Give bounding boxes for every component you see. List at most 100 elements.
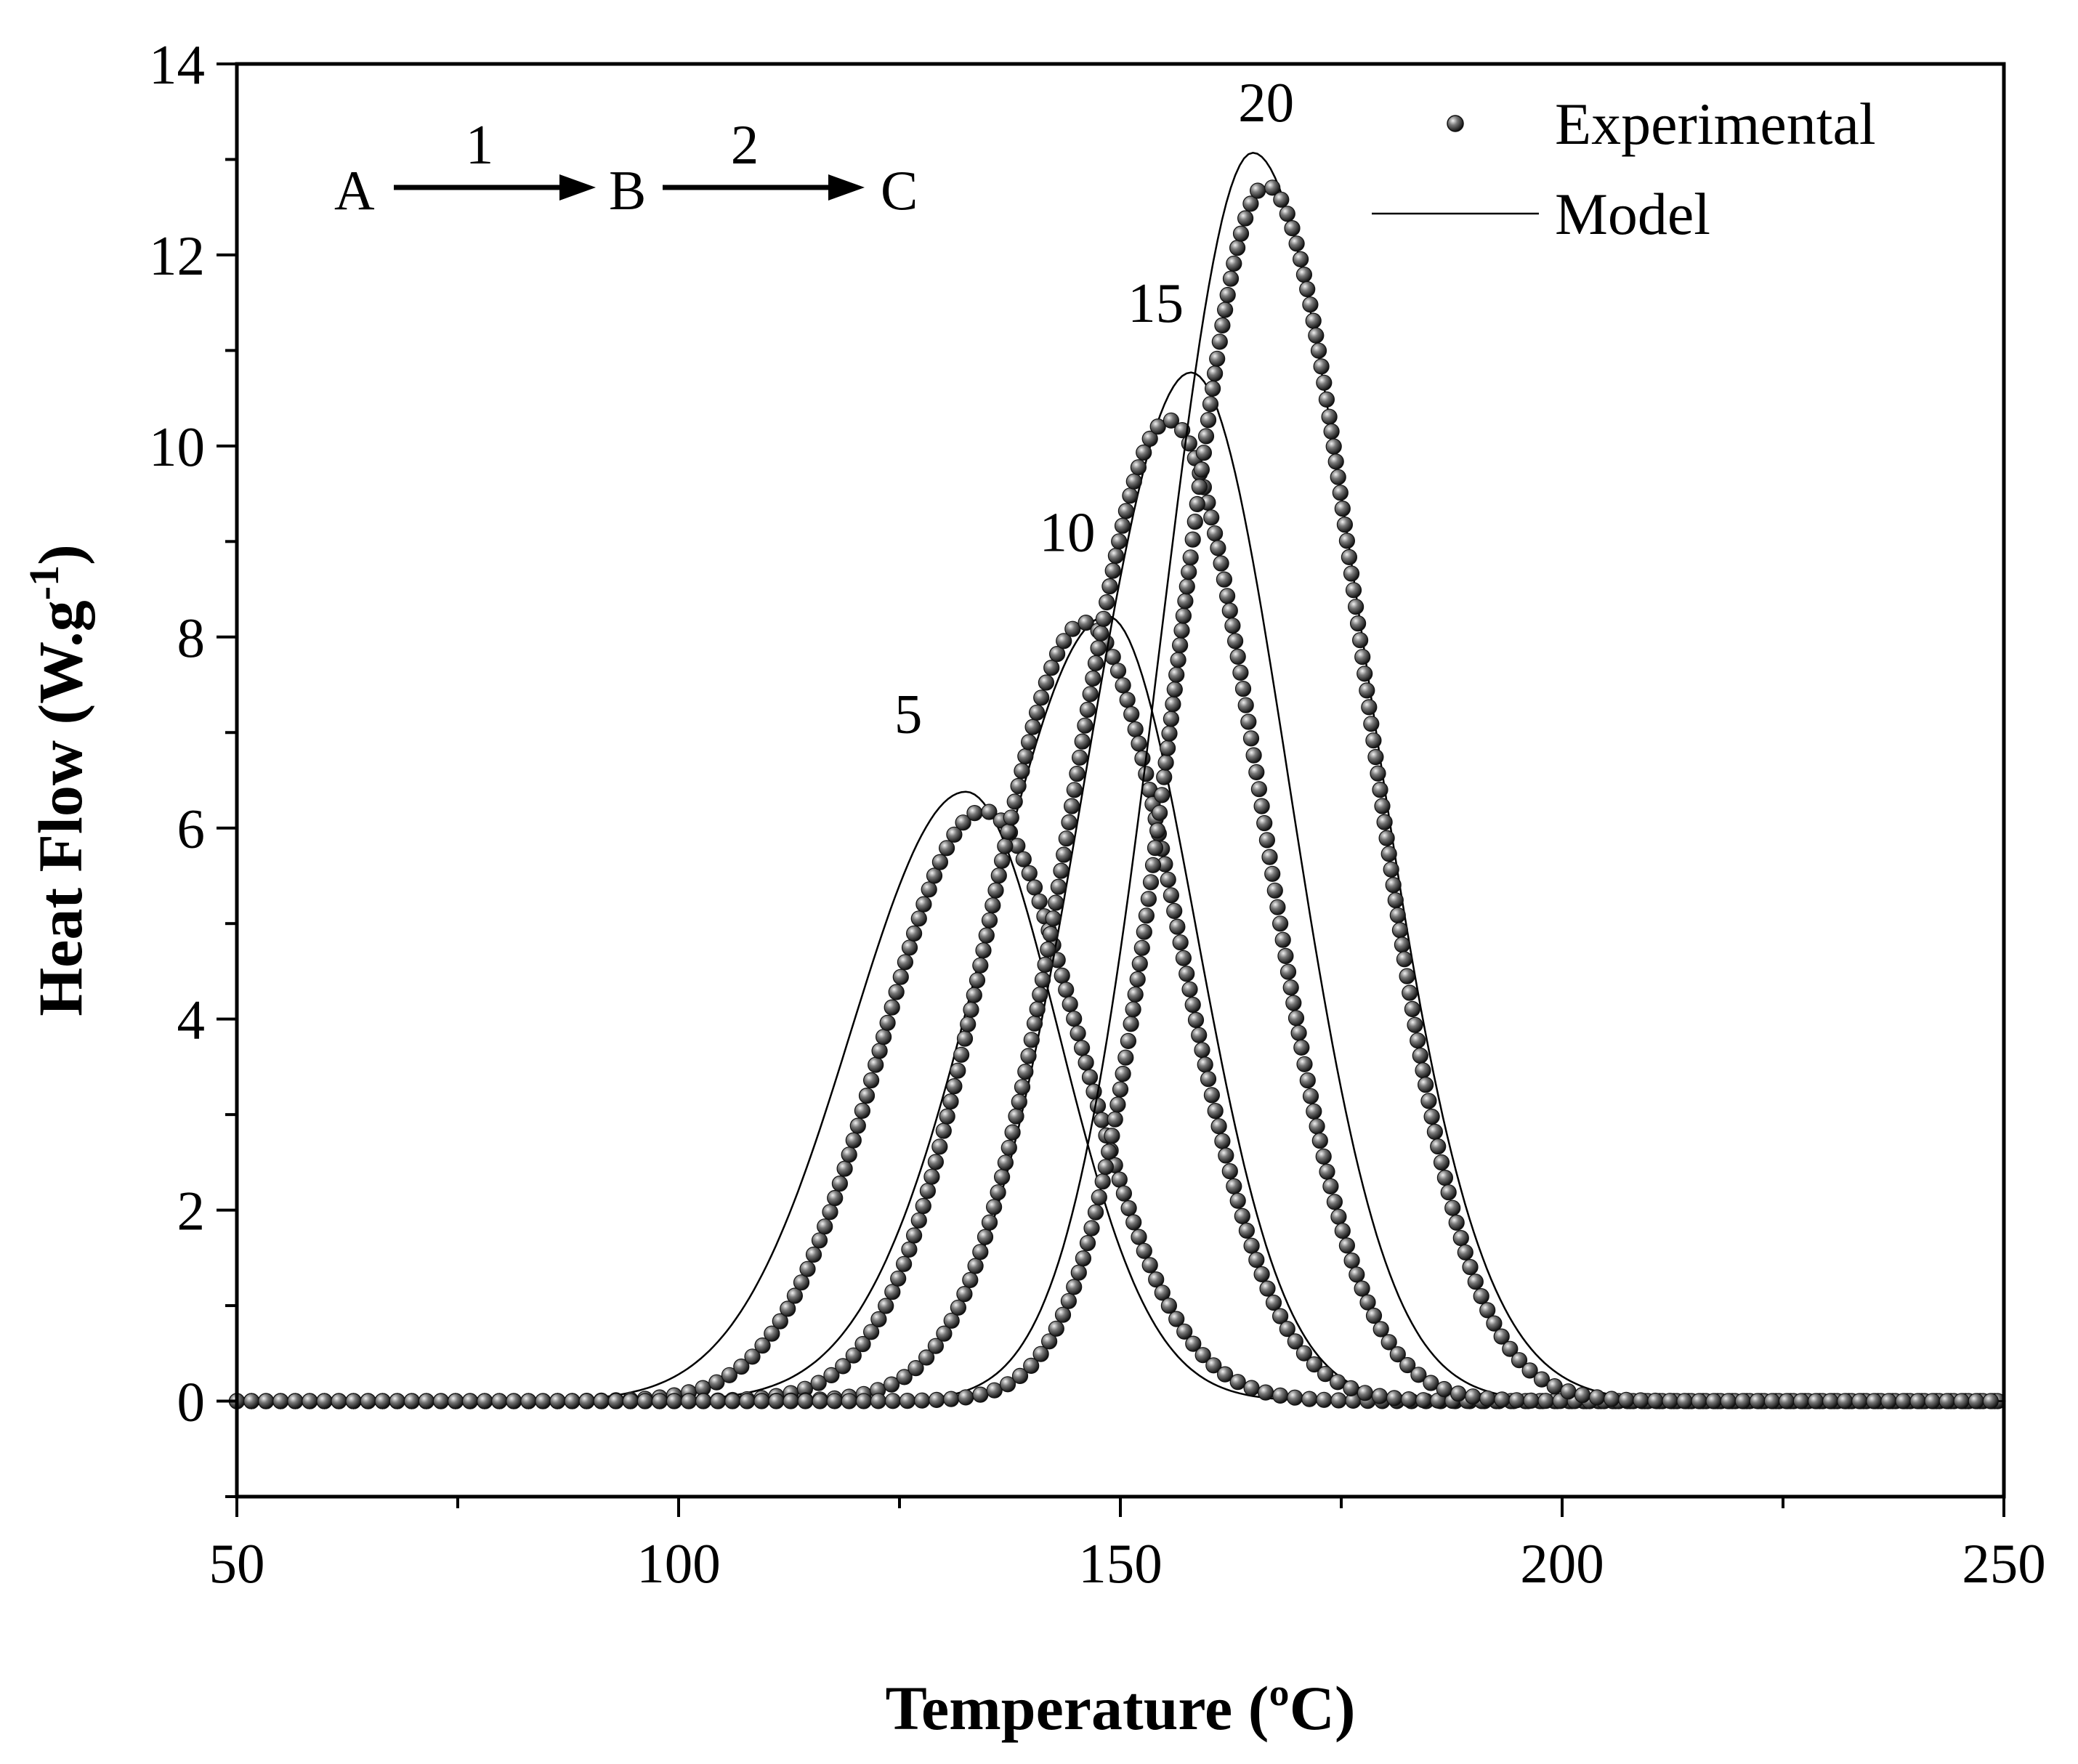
experimental-point <box>1221 1162 1238 1180</box>
experimental-point <box>1063 798 1080 814</box>
experimental-point <box>1473 1287 1489 1305</box>
experimental-point <box>1357 665 1373 682</box>
experimental-point <box>1389 907 1406 923</box>
y-axis-title: Heat Flow (W.g-1) <box>20 544 95 1016</box>
experimental-point <box>768 1393 785 1409</box>
experimental-point <box>1467 1274 1484 1290</box>
experimental-point <box>1372 1321 1389 1338</box>
experimental-point <box>1245 747 1262 764</box>
experimental-point <box>1070 1025 1086 1042</box>
y-tick-label-14: 14 <box>149 33 205 96</box>
experimental-point <box>651 1393 668 1409</box>
experimental-point <box>1444 1199 1461 1216</box>
experimental-point <box>827 1189 844 1207</box>
experimental-point <box>1279 206 1295 222</box>
experimental-point <box>1250 781 1268 798</box>
experimental-point <box>1232 664 1249 681</box>
experimental-point <box>1292 251 1309 267</box>
experimental-point <box>1588 1389 1606 1406</box>
rate-label-5: 5 <box>894 682 923 745</box>
experimental-point <box>1380 846 1397 862</box>
experimental-point <box>1423 1108 1440 1125</box>
experimental-point <box>1037 956 1054 974</box>
experimental-point <box>1537 1393 1554 1409</box>
experimental-point <box>1163 711 1180 727</box>
experimental-point <box>793 1274 810 1291</box>
experimental-point <box>680 1393 698 1409</box>
experimental-point <box>875 1029 892 1045</box>
experimental-point <box>1058 830 1075 847</box>
experimental-point <box>845 1132 862 1149</box>
experimental-point <box>927 1154 945 1170</box>
experimental-point <box>1107 1111 1123 1128</box>
experimental-point <box>918 1349 935 1366</box>
experimental-point <box>1385 876 1402 894</box>
experimental-point <box>1011 1367 1029 1385</box>
experimental-point <box>884 1284 901 1300</box>
experimental-point <box>910 1212 927 1229</box>
experimental-point <box>890 1270 907 1287</box>
experimental-point <box>1093 625 1109 642</box>
scheme-c: C <box>881 159 918 222</box>
experimental-point <box>389 1393 405 1409</box>
experimental-point <box>1367 748 1384 766</box>
experimental-point <box>1123 705 1140 723</box>
experimental-point <box>928 1391 945 1409</box>
experimental-point <box>1394 936 1411 953</box>
experimental-point <box>1029 1000 1046 1018</box>
experimental-point <box>1448 1214 1465 1231</box>
experimental-point <box>1136 444 1152 461</box>
experimental-point <box>1136 1242 1152 1259</box>
experimental-point <box>1125 1214 1142 1231</box>
experimental-point <box>1097 1159 1115 1176</box>
experimental-point <box>1494 1391 1511 1408</box>
experimental-point <box>910 910 927 927</box>
experimental-point <box>1048 1320 1064 1337</box>
scheme-b: B <box>609 159 646 222</box>
experimental-point <box>950 1062 966 1079</box>
experimental-point <box>1216 302 1234 318</box>
scheme-arrowhead-1 <box>559 174 596 201</box>
experimental-point <box>1224 618 1241 634</box>
experimental-point <box>1347 599 1365 615</box>
experimental-point <box>1071 749 1088 766</box>
experimental-point <box>403 1393 420 1409</box>
experimental-point <box>1279 963 1297 980</box>
experimental-point <box>360 1393 376 1409</box>
experimental-point <box>1040 941 1056 958</box>
experimental-point <box>862 1072 880 1089</box>
experimental-point <box>1237 210 1254 227</box>
experimental-point <box>1203 509 1220 526</box>
experimental-point <box>1450 1385 1467 1402</box>
experimental-point <box>1066 1279 1083 1295</box>
experimental-point <box>1508 1392 1525 1409</box>
experimental-point <box>1161 725 1178 742</box>
experimental-point <box>1343 565 1360 582</box>
experimental-point <box>1285 995 1302 1011</box>
experimental-point <box>1202 396 1219 413</box>
experimental-point <box>1370 765 1386 782</box>
x-axis-title: Temperature (ºC) <box>886 1673 1356 1743</box>
experimental-point <box>1306 1103 1322 1120</box>
experimental-point <box>1006 793 1023 810</box>
experimental-point <box>1546 1377 1563 1395</box>
experimental-point <box>1493 1328 1510 1345</box>
experimental-point <box>1081 1069 1099 1085</box>
rate-label-15: 15 <box>1128 272 1184 334</box>
experimental-point <box>1182 549 1199 566</box>
experimental-point <box>905 925 923 942</box>
experimental-point <box>1131 955 1148 972</box>
experimental-point <box>892 968 909 985</box>
experimental-point <box>1363 716 1380 732</box>
experimental-point <box>1184 531 1201 548</box>
experimental-point <box>1338 1237 1356 1254</box>
experimental-point <box>931 854 949 870</box>
experimental-point <box>975 942 992 959</box>
experimental-point <box>1014 1079 1031 1096</box>
experimental-point <box>1357 1385 1373 1401</box>
y-tick-label-2: 2 <box>177 1180 206 1242</box>
experimental-point <box>1237 697 1254 713</box>
experimental-point <box>1264 179 1281 196</box>
